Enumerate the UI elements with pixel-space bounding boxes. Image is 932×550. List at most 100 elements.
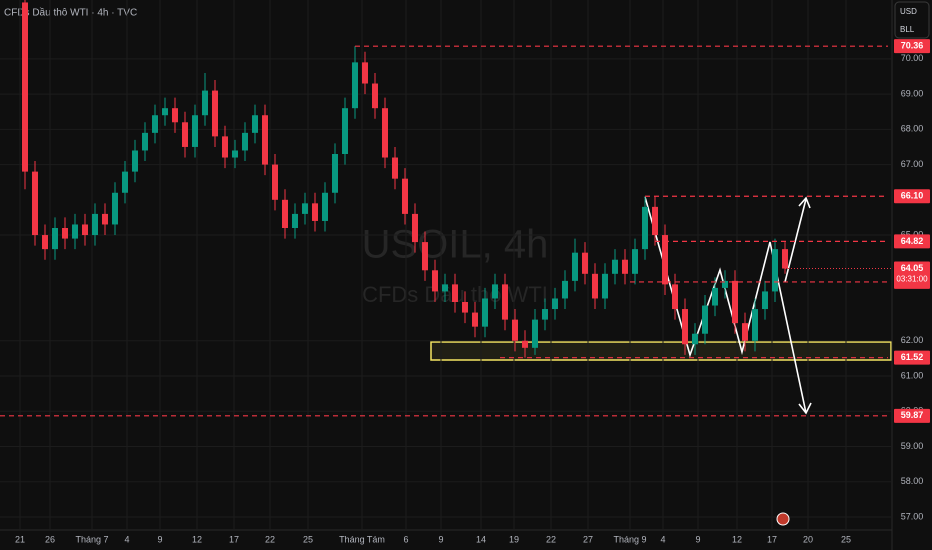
y-tick-label: 57.00 bbox=[901, 511, 924, 521]
candle-body bbox=[112, 192, 118, 225]
y-tick-label: 67.00 bbox=[901, 159, 924, 169]
candle-body bbox=[642, 206, 648, 250]
candle-body bbox=[442, 284, 448, 292]
candle-body bbox=[212, 90, 218, 137]
unit[interactable]: BLL bbox=[900, 25, 915, 34]
currency[interactable]: USD bbox=[900, 7, 917, 16]
x-tick-label: 22 bbox=[265, 534, 275, 544]
zigzag bbox=[644, 196, 807, 414]
candle-body bbox=[202, 90, 208, 116]
candle-body bbox=[302, 203, 308, 214]
candle-body bbox=[162, 108, 168, 116]
x-tick-label: 27 bbox=[583, 534, 593, 544]
x-tick-label: 9 bbox=[438, 534, 443, 544]
x-tick-label: 4 bbox=[660, 534, 665, 544]
candle-body bbox=[772, 249, 778, 292]
x-tick-label: 12 bbox=[192, 534, 202, 544]
level-label: 64.82 bbox=[901, 236, 924, 246]
candle-body bbox=[702, 305, 708, 334]
x-tick-label: 17 bbox=[767, 534, 777, 544]
candle-body bbox=[382, 108, 388, 158]
level-label: 70.36 bbox=[901, 41, 924, 51]
level-label-box bbox=[894, 408, 930, 423]
candle-body bbox=[622, 259, 628, 274]
candle-body bbox=[612, 259, 618, 274]
support-zone bbox=[430, 341, 892, 361]
y-tick-label: 61.00 bbox=[901, 370, 924, 380]
arrow-up bbox=[784, 198, 807, 283]
candle-body bbox=[312, 203, 318, 221]
candle-body bbox=[332, 153, 338, 193]
candle-body bbox=[592, 273, 598, 299]
candle-body bbox=[62, 227, 68, 239]
level-label: 61.52 bbox=[901, 352, 924, 362]
x-tick-label: Tháng 7 bbox=[75, 534, 108, 544]
chart-title: CFDs Dầu thô WTI · 4h · TVC bbox=[4, 7, 137, 19]
candle-body bbox=[462, 302, 468, 313]
candle-body bbox=[722, 280, 728, 288]
candle-body bbox=[222, 136, 228, 158]
x-tick-label: 21 bbox=[15, 534, 25, 544]
last-price-box bbox=[894, 261, 930, 287]
candle-body bbox=[412, 213, 418, 243]
candle-body bbox=[422, 242, 428, 271]
candle-body bbox=[342, 108, 348, 154]
y-tick-label: 62.00 bbox=[901, 335, 924, 345]
candle-body bbox=[632, 249, 638, 274]
candle-body bbox=[402, 178, 408, 214]
arrow-head bbox=[798, 196, 811, 209]
candle-body bbox=[272, 164, 278, 200]
y-tick-label: 59.00 bbox=[901, 441, 924, 451]
candle-body bbox=[432, 270, 438, 292]
candle-body bbox=[152, 115, 158, 133]
candle-body bbox=[522, 340, 528, 348]
x-tick-label: 20 bbox=[803, 534, 813, 544]
candle-body bbox=[662, 235, 668, 285]
candle-body bbox=[32, 171, 38, 236]
candle-body bbox=[742, 323, 748, 341]
level-label: 66.10 bbox=[901, 191, 924, 201]
candle-body bbox=[142, 132, 148, 151]
candle-body bbox=[572, 252, 578, 281]
candle-body bbox=[532, 319, 538, 348]
level-label-box bbox=[894, 39, 930, 54]
candle-body bbox=[22, 2, 28, 172]
x-tick-label: 22 bbox=[546, 534, 556, 544]
candle-body bbox=[52, 227, 58, 250]
x-tick-label: 25 bbox=[841, 534, 851, 544]
x-tick-label: 4 bbox=[124, 534, 129, 544]
level-label-box bbox=[894, 350, 930, 365]
candle-body bbox=[252, 115, 258, 133]
candle-body bbox=[122, 171, 128, 193]
x-tick-label: 19 bbox=[509, 534, 519, 544]
candle-body bbox=[502, 284, 508, 320]
x-tick-label: 25 bbox=[303, 534, 313, 544]
candle-body bbox=[492, 284, 498, 299]
level-label-box bbox=[894, 189, 930, 204]
candle-body bbox=[282, 199, 288, 228]
candle-body bbox=[322, 192, 328, 221]
candle-body bbox=[752, 309, 758, 341]
candle-body bbox=[552, 298, 558, 310]
watermark: USOIL, 4h bbox=[362, 223, 549, 267]
candle-body bbox=[482, 298, 488, 327]
candle-body bbox=[102, 213, 108, 225]
candle-body bbox=[132, 150, 138, 172]
event-icon[interactable] bbox=[776, 512, 790, 526]
candle-body bbox=[712, 287, 718, 306]
y-tick-label: 70.00 bbox=[901, 53, 924, 63]
candle-body bbox=[452, 284, 458, 303]
candle-body bbox=[182, 122, 188, 147]
candle-body bbox=[292, 213, 298, 228]
x-tick-label: 17 bbox=[229, 534, 239, 544]
unit-box[interactable] bbox=[894, 1, 930, 39]
candle-body bbox=[72, 224, 78, 239]
candle-body bbox=[782, 249, 788, 269]
candle-body bbox=[472, 312, 478, 327]
candle-body bbox=[92, 213, 98, 236]
x-tick-label: 9 bbox=[157, 534, 162, 544]
candle-body bbox=[732, 280, 738, 324]
arrow-head bbox=[798, 402, 812, 415]
x-tick-label: Tháng Tám bbox=[339, 534, 385, 544]
